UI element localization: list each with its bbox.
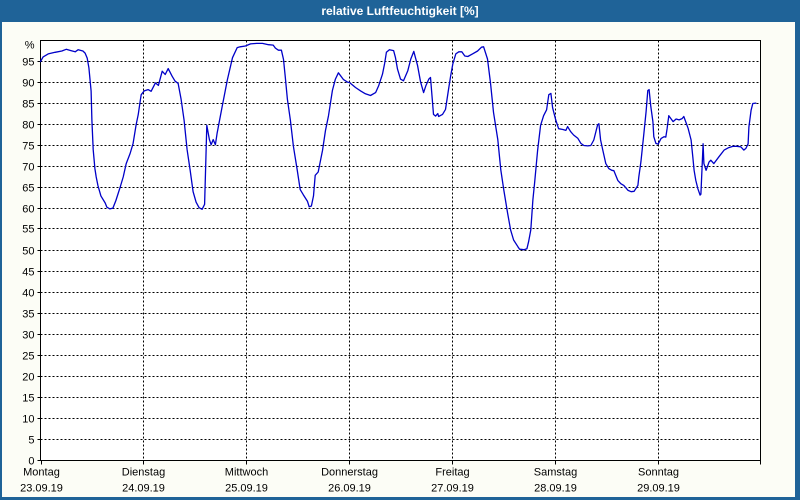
- y-tick-label: 80: [22, 120, 34, 132]
- x-day-label: Sonntag: [638, 467, 679, 479]
- x-day-label: Mittwoch: [225, 467, 268, 479]
- y-tick-label: 30: [22, 330, 34, 342]
- y-tick-label: 65: [22, 183, 34, 195]
- x-day-label: Donnerstag: [321, 467, 378, 479]
- chart-canvas: 0 5 10 15 20 25 30 35 40 45 50 55 60 65 70 75 80 85 90 95% M…: [2, 22, 795, 497]
- y-tick-label: 35: [22, 309, 34, 321]
- chart-title: relative Luftfeuchtigkeit [%]: [321, 4, 479, 18]
- x-day-label: Freitag: [435, 467, 469, 479]
- x-date-label: 23.09.19: [20, 483, 63, 495]
- y-tick-label: 70: [22, 162, 34, 174]
- y-tick-label: 85: [22, 99, 34, 111]
- y-tick-label: 75: [22, 141, 34, 153]
- x-date-label: 25.09.19: [225, 483, 268, 495]
- y-tick-label: 40: [22, 288, 34, 300]
- title-bar: relative Luftfeuchtigkeit [%]: [0, 0, 800, 22]
- x-date-label: 24.09.19: [122, 483, 165, 495]
- x-date-label: 29.09.19: [637, 483, 680, 495]
- x-date-label: 26.09.19: [328, 483, 371, 495]
- y-axis-unit-label: %: [25, 40, 35, 52]
- y-tick-label: 45: [22, 267, 34, 279]
- y-tick-label: 60: [22, 204, 34, 216]
- y-tick-label: 25: [22, 351, 34, 363]
- x-day-label: Montag: [23, 467, 60, 479]
- y-tick-label: 55: [22, 224, 34, 236]
- y-tick-label: 15: [22, 393, 34, 405]
- y-tick-label: 5: [28, 435, 34, 447]
- humidity-line-chart: 0 5 10 15 20 25 30 35 40 45 50 55 60 65 70 75 80 85 90 95% M…: [20, 40, 761, 495]
- x-date-label: 27.09.19: [431, 483, 474, 495]
- y-tick-label: 0: [28, 456, 34, 468]
- y-tick-label: 10: [22, 414, 34, 426]
- y-tick-label: 95: [22, 57, 34, 69]
- y-tick-label: 20: [22, 372, 34, 384]
- x-date-label: 28.09.19: [534, 483, 577, 495]
- humidity-series-line: [39, 42, 757, 251]
- x-day-label: Samstag: [534, 467, 577, 479]
- y-tick-label: 90: [22, 78, 34, 90]
- x-day-label: Dienstag: [122, 467, 165, 479]
- y-tick-label: 50: [22, 246, 34, 258]
